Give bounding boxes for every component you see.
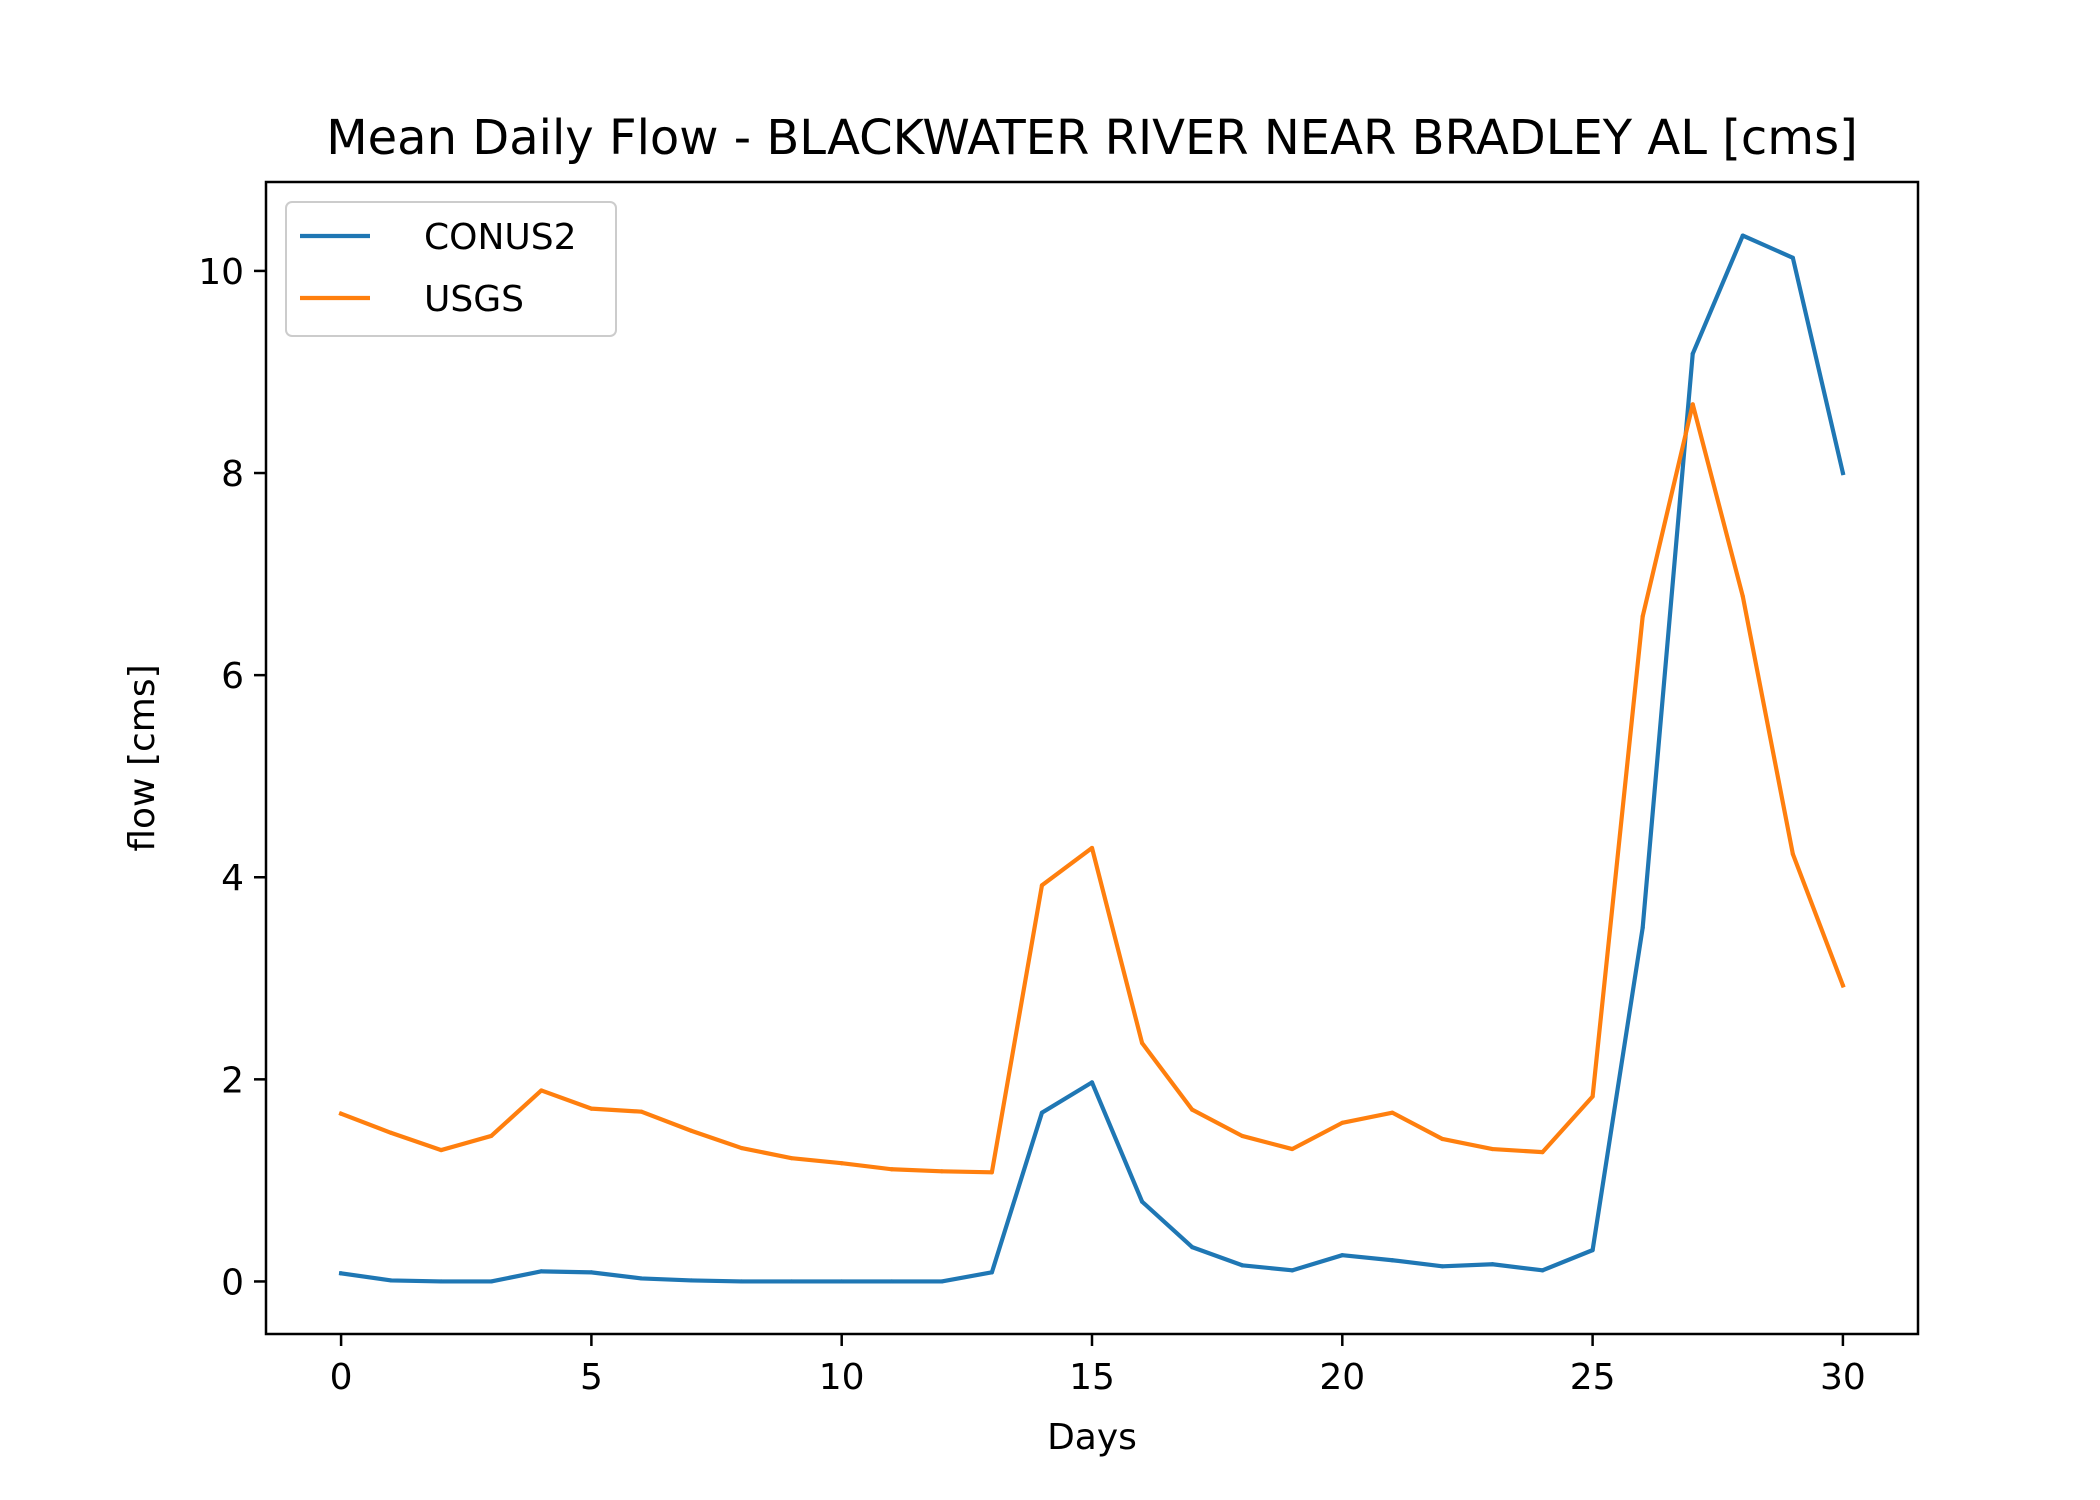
- data-point-usgs: [1740, 594, 1745, 599]
- axes-layer: 0 5 10 15 20 25 30 0 2 4 6 8 10: [198, 252, 1866, 1398]
- data-point-conus2: [439, 1279, 444, 1284]
- data-point-conus2: [839, 1279, 844, 1284]
- data-point-usgs: [639, 1109, 644, 1114]
- data-point-usgs: [889, 1167, 894, 1172]
- data-point-conus2: [689, 1278, 694, 1283]
- data-point-usgs: [689, 1128, 694, 1133]
- data-point-conus2: [1290, 1268, 1295, 1273]
- data-point-conus2: [1390, 1258, 1395, 1263]
- data-point-conus2: [1590, 1248, 1595, 1253]
- y-tick-label: 10: [198, 252, 244, 293]
- y-tick-label: 0: [221, 1262, 244, 1303]
- data-point-conus2: [1039, 1110, 1045, 1115]
- data-point-conus2: [789, 1279, 794, 1284]
- data-point-conus2: [1740, 233, 1745, 238]
- data-point-usgs: [338, 1111, 344, 1116]
- data-point-usgs: [789, 1156, 794, 1161]
- data-point-usgs: [1690, 402, 1695, 407]
- data-point-conus2: [1139, 1199, 1145, 1204]
- data-point-usgs: [1190, 1107, 1195, 1112]
- data-point-usgs: [1290, 1146, 1295, 1152]
- legend-label-usgs: USGS: [424, 279, 524, 320]
- data-point-conus2: [1690, 351, 1695, 356]
- x-tick-label: 0: [330, 1357, 353, 1398]
- y-tick-label: 8: [221, 454, 244, 495]
- x-tick-label: 10: [819, 1357, 865, 1398]
- data-point-conus2: [338, 1271, 344, 1276]
- data-point-conus2: [639, 1276, 644, 1281]
- data-point-conus2: [989, 1270, 994, 1275]
- data-point-usgs: [1490, 1146, 1495, 1152]
- data-point-conus2: [1840, 470, 1846, 476]
- data-point-conus2: [1440, 1264, 1445, 1269]
- y-axis-label: flow [cms]: [122, 664, 163, 851]
- data-point-usgs: [1540, 1150, 1545, 1155]
- data-point-conus2: [739, 1279, 744, 1284]
- x-tick-label: 25: [1570, 1357, 1616, 1398]
- data-point-usgs: [389, 1130, 394, 1136]
- data-point-usgs: [1139, 1040, 1145, 1046]
- data-point-usgs: [989, 1170, 994, 1175]
- data-point-usgs: [1790, 851, 1795, 857]
- legend-label-conus2: CONUS2: [424, 217, 577, 258]
- data-point-usgs: [1089, 845, 1095, 851]
- series-layer: [338, 233, 1846, 1284]
- data-point-conus2: [1490, 1262, 1495, 1267]
- data-point-conus2: [539, 1269, 544, 1274]
- data-point-conus2: [1340, 1253, 1345, 1258]
- data-point-usgs: [1640, 614, 1645, 619]
- x-tick-label: 20: [1319, 1357, 1365, 1398]
- data-point-usgs: [739, 1145, 744, 1151]
- data-point-conus2: [1640, 925, 1645, 930]
- y-tick-label: 2: [221, 1060, 244, 1101]
- data-point-usgs: [439, 1147, 444, 1153]
- data-point-conus2: [889, 1279, 894, 1284]
- data-point-conus2: [1540, 1268, 1545, 1273]
- y-tick-label: 4: [221, 858, 244, 899]
- y-tick-label: 6: [221, 656, 244, 697]
- plot-frame: [264, 180, 1920, 1336]
- data-point-usgs: [1440, 1136, 1445, 1142]
- data-point-usgs: [489, 1133, 494, 1139]
- data-point-conus2: [489, 1279, 494, 1284]
- data-point-conus2: [1240, 1263, 1245, 1268]
- data-point-usgs: [839, 1161, 844, 1166]
- data-point-conus2: [1089, 1080, 1095, 1085]
- chart-title: Mean Daily Flow - BLACKWATER RIVER NEAR …: [326, 110, 1858, 166]
- data-point-conus2: [1790, 255, 1795, 260]
- data-point-usgs: [1240, 1133, 1245, 1139]
- data-point-usgs: [1340, 1120, 1345, 1125]
- x-tick-label: 30: [1820, 1357, 1866, 1398]
- data-point-usgs: [1390, 1110, 1395, 1115]
- data-point-usgs: [1840, 983, 1846, 988]
- data-point-conus2: [389, 1278, 394, 1283]
- data-point-usgs: [539, 1088, 544, 1093]
- x-axis-label: Days: [1047, 1417, 1137, 1458]
- data-point-conus2: [939, 1279, 944, 1284]
- data-point-usgs: [1590, 1094, 1595, 1099]
- data-point-usgs: [589, 1106, 594, 1111]
- legend: CONUS2 USGS: [285, 201, 617, 337]
- data-point-usgs: [1039, 883, 1045, 888]
- data-point-usgs: [939, 1169, 944, 1174]
- x-tick-label: 5: [580, 1357, 603, 1398]
- data-point-conus2: [1190, 1244, 1195, 1250]
- x-tick-label: 15: [1069, 1357, 1115, 1398]
- data-point-conus2: [589, 1270, 594, 1275]
